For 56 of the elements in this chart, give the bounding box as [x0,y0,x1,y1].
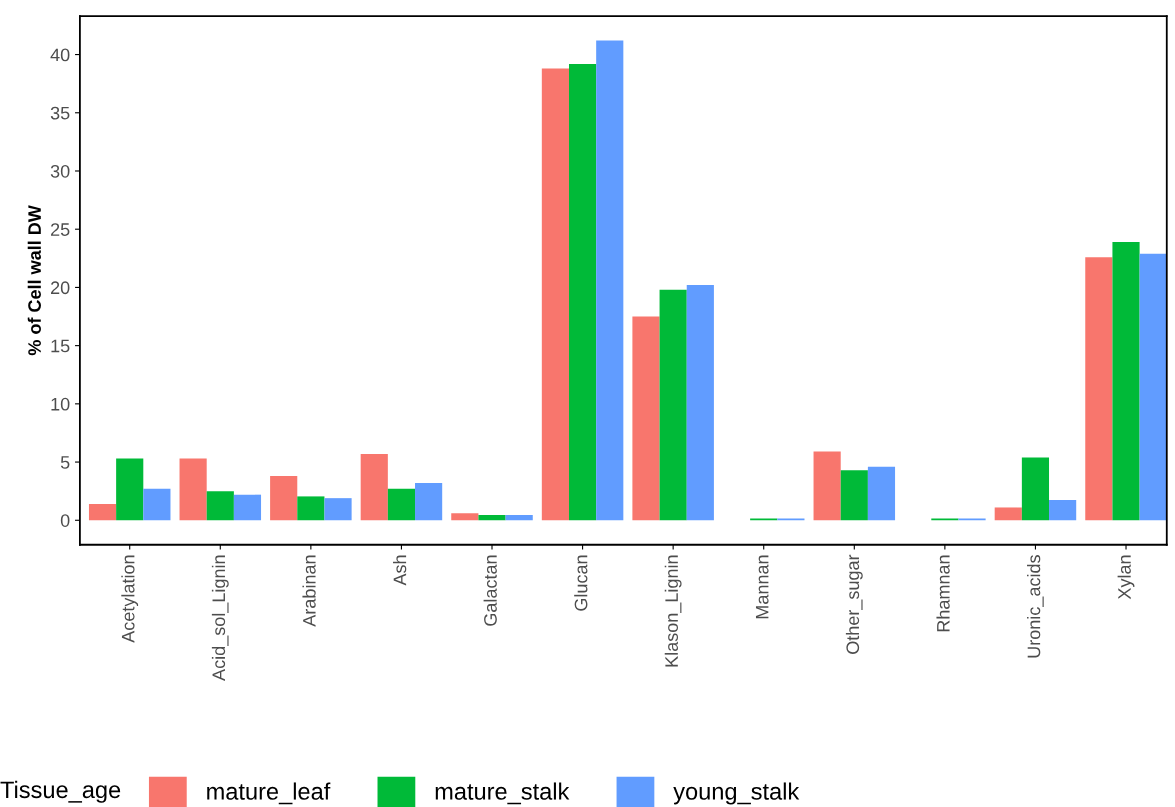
y-tick-label: 40 [50,48,70,62]
legend-title: Tissue_age [0,780,121,803]
x-tick-label: Ash [393,555,407,586]
bar [632,316,660,521]
x-tick-label: Mannan [755,555,769,619]
bar [88,503,117,521]
y-tick-label: 25 [51,223,70,236]
bar [659,289,687,521]
bar [1085,257,1113,521]
bar [116,458,144,521]
bar [1021,457,1050,521]
y-axis-title: % of Cell wall DW [27,205,41,356]
x-tick-label: Acetylation [121,555,139,643]
legend-label: young_stalk [673,782,800,805]
y-tick-label: 15 [51,339,70,353]
x-tick-label: Other_sugar [845,554,863,654]
bar [270,476,298,521]
bar [415,483,443,521]
y-tick-label: 0 [60,514,70,527]
bar [1139,253,1167,521]
bar [143,488,171,521]
bar [568,63,597,521]
bar [297,496,325,521]
bar [451,513,479,521]
x-tick-label: Rhamnan [936,555,950,632]
bar [478,515,506,521]
bar [179,458,207,521]
bar [596,40,624,521]
legend-label: mature_leaf [207,782,331,805]
y-tick-label: 10 [51,397,70,411]
y-tick-label: 30 [50,164,70,178]
bar [505,515,533,521]
y-tick-label: 35 [50,106,70,120]
x-tick-label: Uronic_acids [1027,555,1044,658]
bar [686,285,714,521]
bar [867,466,896,521]
x-tick-label: Glucan [574,555,588,611]
bar [541,68,569,521]
bar [206,491,234,521]
bar [840,470,868,521]
x-tick-label: Acid_sol_Lignin [211,555,229,681]
x-tick-label: Arabinan [302,555,316,627]
legend-label: mature_stalk [435,782,570,805]
x-tick-label: Klason_Lignin [664,555,682,667]
bar [1049,499,1077,521]
y-tick-label: 5 [60,456,70,469]
y-tick-label: 20 [51,281,70,295]
bar [360,453,388,521]
bar [324,498,352,521]
bar [1112,242,1140,521]
bar [233,494,262,521]
x-tick-label: Xylan [1117,555,1135,600]
bar [387,488,416,521]
bar [813,451,841,521]
bar [994,507,1022,521]
x-tick-label: Galactan [483,555,497,626]
